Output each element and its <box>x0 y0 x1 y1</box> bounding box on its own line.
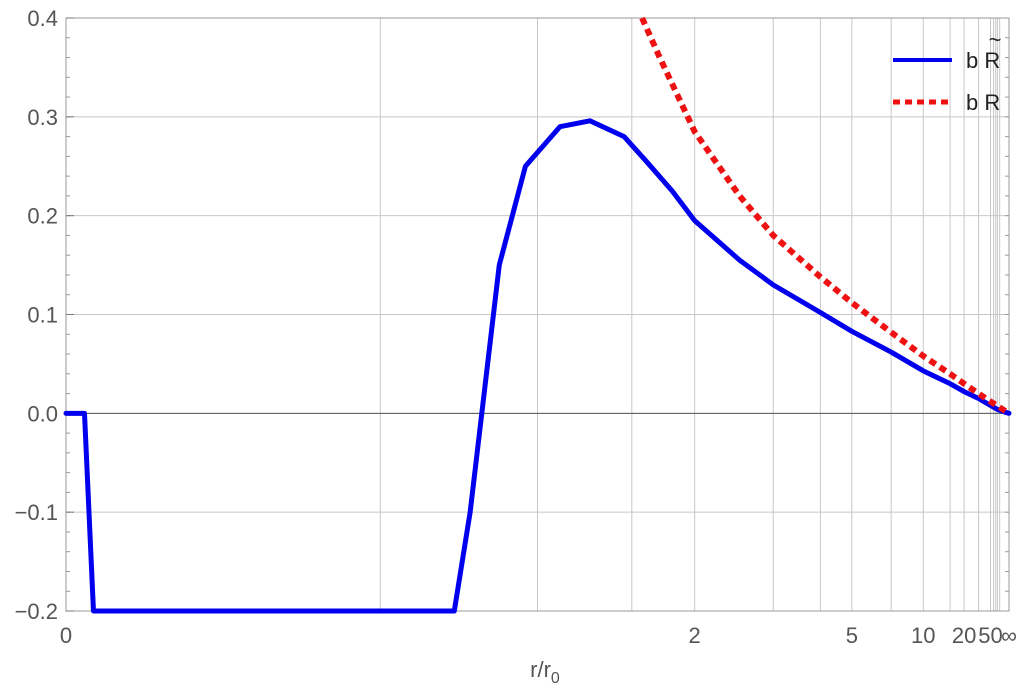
y-tick-label: 0.2 <box>27 204 58 229</box>
x-tick-label: 5 <box>846 623 858 648</box>
legend-label: b R <box>966 48 1000 73</box>
x-tick-label: 10 <box>911 623 935 648</box>
y-tick-label: 0.3 <box>27 105 58 130</box>
y-tick-label: 0.0 <box>27 401 58 426</box>
y-tick-label: −0.2 <box>15 599 58 624</box>
y-tick-label: 0.1 <box>27 303 58 328</box>
y-tick-label: 0.4 <box>27 6 58 31</box>
legend-label: b R <box>966 90 1000 115</box>
x-tick-label: 20 <box>952 623 976 648</box>
x-axis-label-sub: 0 <box>551 670 560 687</box>
x-axis-label: r/r0 <box>530 657 560 687</box>
x-tick-label: 2 <box>689 623 701 648</box>
series-layer <box>63 16 1012 614</box>
x-tick-label: 50 <box>978 623 1002 648</box>
legend-label-accent: ~ <box>989 27 1002 52</box>
tick-layer: 0.4 0.3 0.2 0.1 0.0 −0.1 −0.20 2 5 10 20 50∞ <box>15 6 1017 648</box>
series-line-b-r <box>639 16 1011 416</box>
y-tick-label: −0.1 <box>15 500 58 525</box>
x-tick-label: ∞ <box>1001 623 1017 648</box>
legend: b R~b R <box>893 27 1001 115</box>
x-axis-label-main: r/r <box>530 657 551 682</box>
grid-layer <box>65 17 1010 612</box>
x-tick-label: 0 <box>60 623 72 648</box>
series-line-b-r-tilde <box>63 118 1012 614</box>
